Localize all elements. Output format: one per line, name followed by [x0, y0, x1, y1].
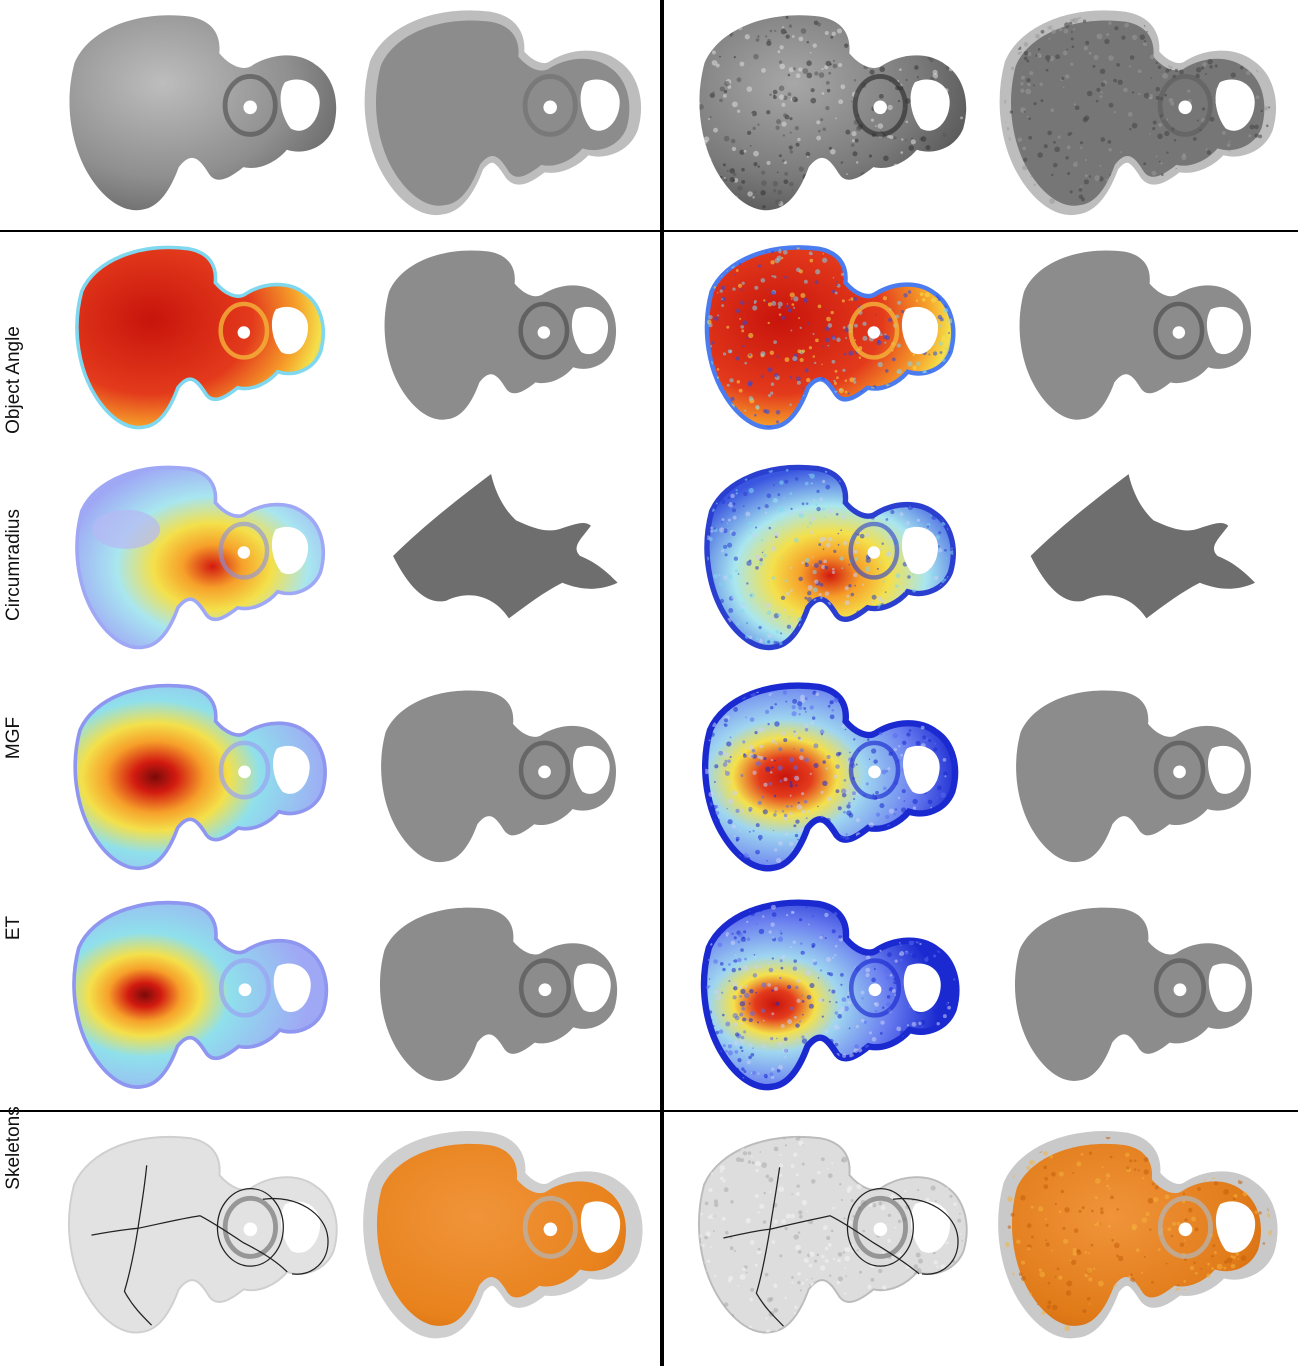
horizontal-divider-bottom	[0, 1110, 1298, 1112]
circumradius-surface-noisy	[1030, 474, 1256, 619]
et-surface-noisy	[1014, 907, 1253, 1081]
et-heatmap-smooth	[72, 900, 329, 1089]
circumradius-surface-smooth	[393, 474, 618, 619]
vertical-divider	[660, 0, 664, 1366]
horizontal-divider-top	[0, 230, 1298, 232]
mgf-surface-smooth	[381, 690, 617, 863]
object-angle-surface-smooth	[384, 250, 617, 420]
input-mesh-smooth	[69, 15, 337, 211]
input-mesh-noisy	[699, 15, 967, 211]
circumradius-heatmap-noisy	[704, 464, 956, 651]
object-angle-heatmap-smooth	[75, 245, 325, 430]
skeleton-volume-smooth	[363, 1131, 643, 1339]
object-angle-surface-noisy	[1019, 250, 1252, 420]
skeleton-lines-noisy	[698, 1135, 968, 1334]
circumradius-heatmap-smooth	[75, 465, 325, 650]
mgf-heatmap-smooth	[73, 683, 327, 871]
input-volume-smooth	[364, 10, 641, 216]
object-angle-heatmap-noisy	[704, 245, 956, 430]
et-heatmap-noisy	[700, 899, 960, 1091]
mgf-heatmap-noisy	[702, 682, 959, 872]
skeleton-lines-smooth	[68, 1135, 338, 1334]
et-surface-smooth	[379, 907, 618, 1081]
skeleton-volume-noisy	[998, 1131, 1278, 1339]
mgf-surface-noisy	[1016, 690, 1252, 863]
input-volume-noisy	[999, 10, 1276, 216]
